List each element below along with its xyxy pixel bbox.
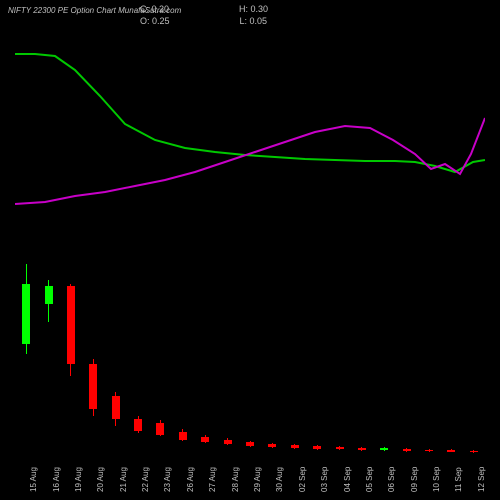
x-axis-label: 16 Aug <box>52 467 61 492</box>
candle-body <box>358 448 366 450</box>
x-axis-label: 20 Aug <box>96 467 105 492</box>
candle-body <box>45 286 53 304</box>
x-axis-label: 06 Sep <box>387 467 396 492</box>
x-axis-label: 26 Aug <box>186 467 195 492</box>
x-axis-label: 02 Sep <box>298 467 307 492</box>
x-axis-label: 29 Aug <box>253 467 262 492</box>
x-axis-label: 19 Aug <box>74 467 83 492</box>
candle-body <box>403 449 411 451</box>
candle-body <box>201 437 209 442</box>
x-axis-label: 21 Aug <box>119 467 128 492</box>
candle-body <box>291 445 299 448</box>
x-axis-label: 09 Sep <box>410 467 419 492</box>
x-axis-label: 12 Sep <box>477 467 486 492</box>
ohlc-h: H: 0.30 <box>239 4 268 16</box>
candle-body <box>156 423 164 435</box>
x-axis-label: 23 Aug <box>163 467 172 492</box>
candle-body <box>112 396 120 419</box>
x-axis-label: 10 Sep <box>432 467 441 492</box>
candle-body <box>380 448 388 450</box>
x-axis-label: 22 Aug <box>141 467 150 492</box>
candle-body <box>425 450 433 451</box>
candle-body <box>268 444 276 447</box>
ohlc-c: C: 0.20 <box>140 4 169 16</box>
x-axis-label: 04 Sep <box>343 467 352 492</box>
candle-body <box>134 419 142 431</box>
candle-body <box>470 451 478 452</box>
x-axis-label: 28 Aug <box>231 467 240 492</box>
indicator-lines <box>15 24 485 454</box>
candle-body <box>67 286 75 364</box>
chart-area <box>15 24 485 454</box>
x-axis-label: 27 Aug <box>208 467 217 492</box>
x-axis-label: 05 Sep <box>365 467 374 492</box>
candle-body <box>179 432 187 440</box>
candle-body <box>89 364 97 409</box>
candle-body <box>246 442 254 446</box>
candle-body <box>336 447 344 449</box>
candle-body <box>224 440 232 444</box>
x-axis-label: 15 Aug <box>29 467 38 492</box>
x-axis-label: 30 Aug <box>275 467 284 492</box>
x-axis-label: 11 Sep <box>454 467 463 492</box>
candle-body <box>22 284 30 344</box>
candle-body <box>447 450 455 452</box>
x-axis-label: 03 Sep <box>320 467 329 492</box>
x-axis: 15 Aug 16 Aug 19 Aug 20 Aug 21 Aug 22 Aug 23 A… <box>15 456 485 500</box>
candle-body <box>313 446 321 449</box>
